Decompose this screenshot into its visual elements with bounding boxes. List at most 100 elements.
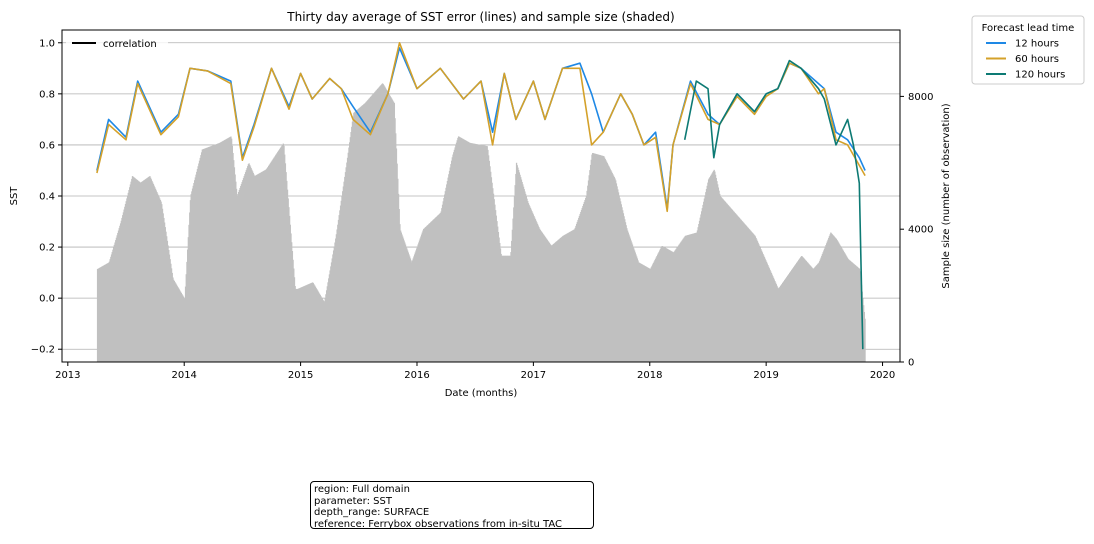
- sample-size-bar: [357, 109, 359, 362]
- sample-size-bar: [136, 179, 138, 362]
- sample-size-bar: [177, 286, 179, 362]
- sample-size-bar: [754, 236, 757, 362]
- sample-size-bar: [214, 144, 217, 362]
- sample-size-bar: [279, 148, 281, 362]
- sample-size-bar: [656, 254, 659, 362]
- sample-size-bar: [111, 252, 113, 362]
- sample-size-bar: [471, 143, 474, 362]
- sample-size-bar: [381, 84, 383, 362]
- sample-size-bar: [609, 168, 611, 362]
- sample-size-bar: [318, 292, 320, 362]
- sample-size-bar: [376, 89, 378, 362]
- sample-size-bar: [832, 234, 834, 362]
- sample-size-bar: [239, 188, 241, 362]
- sample-size-bar: [634, 252, 636, 362]
- sample-size-bar: [115, 237, 118, 362]
- sample-size-bar: [233, 167, 236, 362]
- sample-size-bar: [189, 212, 191, 362]
- sample-size-bar: [717, 187, 720, 362]
- sample-size-bar: [205, 147, 208, 362]
- sample-size-bar: [799, 258, 801, 362]
- sample-size-bar: [413, 256, 415, 362]
- sample-size-bar: [755, 237, 757, 362]
- y-tick-label: 0.0: [39, 294, 55, 305]
- sample-size-bar: [678, 244, 680, 362]
- sample-size-bar: [125, 201, 127, 362]
- sample-size-bar: [110, 256, 112, 362]
- sample-size-bar: [216, 143, 218, 362]
- depth-range-label: depth_range: SURFACE: [314, 507, 430, 518]
- sample-size-bar: [709, 177, 711, 362]
- y-axis-label: SST: [9, 186, 20, 206]
- sample-size-bar: [484, 145, 486, 362]
- sample-size-bar: [557, 239, 560, 362]
- sample-size-bar: [648, 268, 650, 362]
- sample-size-bar: [124, 206, 126, 362]
- sample-size-bar: [263, 170, 266, 362]
- sample-size-bar: [130, 181, 132, 362]
- sample-size-bar: [280, 146, 282, 362]
- sample-size-bar: [731, 209, 734, 362]
- sample-size-bar: [779, 286, 781, 362]
- sample-size-bar: [603, 157, 606, 362]
- sample-size-bar: [436, 216, 438, 362]
- sample-size-bar: [624, 222, 627, 362]
- sample-size-bar: [554, 242, 556, 362]
- sample-size-bar: [610, 171, 613, 362]
- sample-size-bar: [441, 204, 444, 362]
- sample-size-bar: [118, 228, 120, 362]
- sample-size-bar: [273, 157, 275, 362]
- sample-size-bar: [367, 100, 369, 362]
- sample-size-bar: [325, 290, 328, 362]
- sample-size-bar: [829, 234, 831, 362]
- sample-size-bar: [259, 172, 261, 362]
- sample-size-bar: [133, 177, 135, 362]
- sample-size-bar: [382, 83, 384, 362]
- sample-size-bar: [735, 213, 737, 362]
- sample-size-bar: [356, 109, 358, 362]
- sample-size-bar: [485, 145, 487, 362]
- sample-size-bar: [312, 282, 314, 362]
- sample-size-bar: [486, 146, 488, 362]
- sample-size-bar: [545, 237, 547, 362]
- sample-size-bar: [591, 154, 593, 362]
- sample-size-bar: [198, 160, 201, 362]
- sample-size-bar: [305, 285, 308, 362]
- sample-size-bar: [265, 169, 267, 362]
- sample-size-bar: [611, 172, 613, 362]
- sample-size-bar: [442, 201, 444, 362]
- sample-size-bar: [575, 225, 577, 362]
- sample-size-bar: [167, 245, 169, 362]
- sample-size-bar: [681, 240, 683, 362]
- sample-size-bar: [132, 176, 134, 362]
- sample-size-bar: [468, 142, 470, 362]
- sample-size-bar: [448, 174, 450, 362]
- sample-size-bar: [701, 208, 703, 362]
- sample-size-bar: [243, 176, 245, 362]
- sample-size-bar: [342, 186, 345, 362]
- sample-size-bar: [443, 194, 446, 362]
- sample-size-bar: [240, 186, 242, 362]
- sample-size-bar: [673, 252, 675, 362]
- y-tick-label: 0.8: [39, 89, 55, 100]
- sample-size-bar: [137, 180, 139, 362]
- sample-size-bar: [283, 145, 285, 362]
- sample-size-bar: [461, 138, 463, 362]
- sample-size-bar: [512, 218, 514, 362]
- sample-size-bar: [717, 184, 719, 362]
- sample-size-bar: [574, 227, 576, 362]
- sample-size-bar: [301, 287, 303, 362]
- sample-size-bar: [407, 252, 409, 362]
- sample-size-bar: [623, 216, 625, 362]
- sample-size-bar: [658, 251, 660, 362]
- sample-size-bar: [264, 170, 266, 362]
- sample-size-bar: [506, 255, 509, 362]
- sample-size-bar: [814, 267, 816, 362]
- sample-size-bar: [418, 242, 420, 362]
- sample-size-bar: [587, 180, 590, 362]
- x-axis-ticks: 2013 2014 2015 2016 2017 2018 2019 2020: [55, 362, 895, 381]
- sample-size-bar: [129, 184, 132, 362]
- sample-size-bar: [286, 180, 288, 362]
- sample-size-bar: [224, 139, 227, 362]
- sample-size-area: [96, 83, 866, 363]
